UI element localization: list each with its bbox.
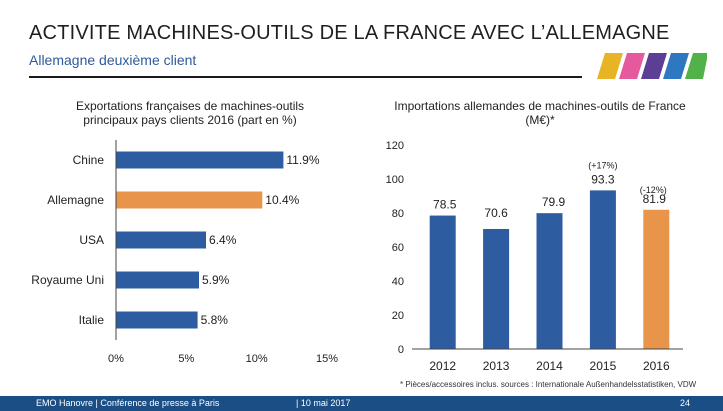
change-annotation: (-12%) xyxy=(640,185,667,195)
data-label: 10.4% xyxy=(265,193,299,207)
y-tick-label: 80 xyxy=(392,208,404,220)
data-label: 93.3 xyxy=(591,172,615,186)
page-title: ACTIVITE MACHINES-OUTILS DE LA FRANCE AV… xyxy=(29,22,670,44)
bar-2013 xyxy=(483,228,510,349)
x-tick-label: 2014 xyxy=(536,359,563,373)
page-subtitle: Allemagne deuxième client xyxy=(29,52,197,68)
category-label: USA xyxy=(79,233,104,247)
left-chart-title: Exportations françaises de machines-outi… xyxy=(40,99,340,127)
footer-date: | 10 mai 2017 xyxy=(296,398,351,408)
data-label: 5.8% xyxy=(201,313,229,327)
x-tick-label: 2015 xyxy=(590,359,617,373)
bar-italie xyxy=(116,311,198,329)
y-tick-label: 60 xyxy=(392,242,404,254)
footer-bar xyxy=(0,396,723,411)
category-label: Royaume Uni xyxy=(31,273,104,287)
bar-2012 xyxy=(429,215,456,349)
brand-logo xyxy=(597,53,707,79)
x-tick-label: 5% xyxy=(178,353,194,365)
x-tick-label: 10% xyxy=(246,353,268,365)
x-tick-label: 2016 xyxy=(643,359,670,373)
page-number: 24 xyxy=(680,398,691,408)
category-label: Allemagne xyxy=(47,193,104,207)
footer-event: EMO Hanovre | Conférence de presse à Par… xyxy=(36,398,220,408)
logo-stripe-2 xyxy=(619,53,645,79)
bar-2014 xyxy=(536,213,563,349)
category-label: Chine xyxy=(73,153,105,167)
data-label: 6.4% xyxy=(209,233,237,247)
y-tick-label: 120 xyxy=(386,140,404,152)
bar-chine xyxy=(116,151,284,169)
category-label: Italie xyxy=(79,313,105,327)
title-divider xyxy=(29,76,582,78)
data-label: 5.9% xyxy=(202,273,230,287)
logo-stripe-4 xyxy=(663,53,689,79)
y-tick-label: 20 xyxy=(392,310,404,322)
left-chart-title-line2: principaux pays clients 2016 (part en %) xyxy=(83,113,297,127)
bar-royaume-uni xyxy=(116,271,199,289)
x-tick-label: 0% xyxy=(108,353,124,365)
data-label: 79.9 xyxy=(542,195,566,209)
x-tick-label: 2013 xyxy=(483,359,510,373)
bar-2015 xyxy=(589,190,616,349)
left-chart-title-line1: Exportations françaises de machines-outi… xyxy=(75,99,305,113)
right-chart-title-line2: (M€)* xyxy=(525,113,555,127)
x-tick-label: 15% xyxy=(316,353,338,365)
data-label: 78.5 xyxy=(433,198,457,212)
logo-stripe-5 xyxy=(685,53,707,79)
data-label: 11.9% xyxy=(286,153,319,167)
y-tick-label: 40 xyxy=(392,276,404,288)
bar-2016 xyxy=(643,209,670,349)
y-tick-label: 100 xyxy=(386,174,404,186)
data-label: 81.9 xyxy=(643,192,667,206)
bar-usa xyxy=(116,231,207,249)
logo-stripe-3 xyxy=(641,53,667,79)
logo-stripe-1 xyxy=(597,53,623,79)
right-chart-title: Importations allemandes de machines-outi… xyxy=(380,99,700,127)
right-chart-title-line1: Importations allemandes de machines-outi… xyxy=(394,99,686,113)
source-note: * Pièces/accessoires inclus. sources : I… xyxy=(400,380,697,389)
change-annotation: (+17%) xyxy=(588,160,617,170)
bar-allemagne xyxy=(116,191,263,209)
y-tick-label: 0 xyxy=(398,344,404,356)
x-tick-label: 2012 xyxy=(429,359,456,373)
data-label: 70.6 xyxy=(484,206,508,220)
